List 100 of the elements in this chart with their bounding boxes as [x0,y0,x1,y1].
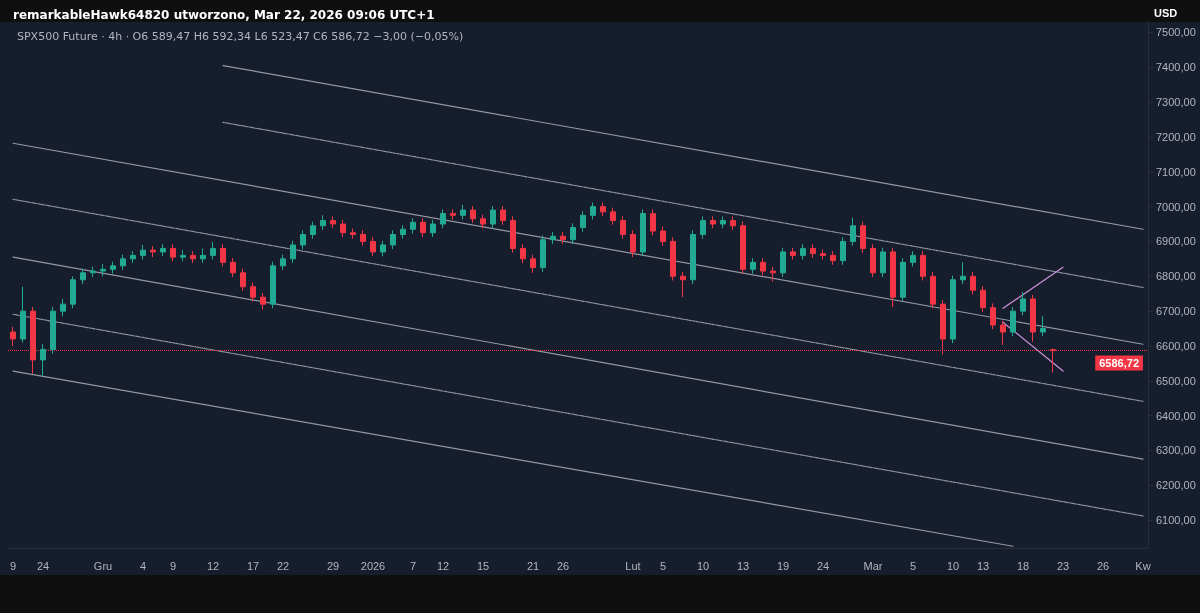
y-tick-label: 7500,00 [1156,26,1196,39]
y-tick-label: 7300,00 [1156,96,1196,109]
candlestick [740,221,746,274]
candlestick [110,261,116,274]
x-tick-label: 5 [909,559,917,572]
y-tick-label: 7200,00 [1156,130,1196,143]
candlestick [1010,306,1016,337]
y-tick-label: 7000,00 [1156,200,1196,213]
x-tick-label: 17 [246,559,260,572]
candlestick [790,247,796,261]
candlestick [290,240,296,264]
candlestick [560,231,566,245]
candlestick [550,231,556,245]
x-tick-label: 9 [9,559,17,572]
candlestick [260,292,266,310]
candlestick [320,214,326,231]
y-tick-label: 7400,00 [1156,61,1196,74]
candlestick [840,236,846,266]
candlestick [700,215,706,240]
candlestick [210,241,216,261]
x-tick-label: 21 [526,559,540,572]
candlestick [80,268,86,285]
candlestick [400,224,406,240]
candlestick [870,243,876,278]
candlestick [1040,315,1046,337]
candlestick [650,208,656,236]
candlestick [960,261,966,285]
candlestick [480,214,486,229]
candlestick [750,257,756,274]
x-tick-label: 24 [36,559,50,572]
candlestick [300,229,306,250]
candlestick [620,215,626,240]
candlestick [530,254,536,274]
candlestick [820,248,826,261]
candlestick [1030,294,1036,343]
y-tick-label: 6800,00 [1156,270,1196,283]
x-tick-label: 7 [409,559,417,572]
candlestick [240,268,246,292]
candlestick [160,243,166,257]
candlestick [270,261,276,309]
candlestick [760,257,766,276]
x-tick-label: 22 [276,559,290,572]
candlestick [340,219,346,238]
candlestick [710,215,716,229]
candlestick [720,215,726,229]
candlestick [200,247,206,264]
candlestick [970,271,976,295]
chart-title: remarkableHawk64820 utworzono, Mar 22, 2026 09:06 UTC+1 [13,8,435,22]
candlestick [590,201,596,221]
candlestick [460,204,466,221]
candlestick [450,208,456,221]
ref-line-label: 6586,72 [1099,357,1139,370]
x-tick-label: 18 [1016,559,1030,572]
candlestick [670,236,676,281]
x-tick-label: Lut [625,559,641,572]
candlestick [890,247,896,308]
candlestick [810,243,816,259]
candlestick [310,221,316,240]
candlestick [330,215,336,229]
y-tick-label: 7100,00 [1156,165,1196,178]
candlestick [630,229,636,258]
x-tick-label: 15 [476,559,490,572]
x-tick-label: 5 [659,559,667,572]
candlestick [950,275,956,344]
x-tick-label: 29 [326,559,340,572]
candlestick [860,221,866,254]
candlestick [610,207,616,226]
candlestick [520,243,526,264]
x-tick-label: 12 [436,559,450,572]
candlestick [980,285,986,313]
candlestick [280,254,286,271]
candlestick [830,250,836,266]
candlestick [100,263,106,277]
candlestick [120,254,126,271]
candlestick [900,257,906,302]
candlestick [420,217,426,238]
candlestick [50,306,56,355]
x-tick-label: 10 [696,559,710,572]
candlestick [150,245,156,258]
candlestick [920,250,926,281]
x-tick-label: 13 [976,559,990,572]
x-tick-label: 4 [139,559,147,572]
x-tick-label: Mar [863,559,883,572]
candlestick [600,201,606,217]
candlestick [780,247,786,278]
candlestick [10,326,16,347]
candlestick [230,257,236,278]
x-tick-label: 2026 [360,559,386,572]
x-tick-label: 26 [556,559,570,572]
candlestick [70,275,76,309]
candlestick [190,250,196,264]
candlestick [880,247,886,278]
candlestick [850,217,856,247]
candlestick [360,229,366,247]
y-tick-label: 6700,00 [1156,305,1196,318]
y-tick-label: 6300,00 [1156,444,1196,457]
text: SPX500 Future · 4h · O6 589,47 H6 592,34 L6 523,47 C6 586,72 −3,00 (−0,05%) [17,30,464,43]
candlestick [220,243,226,268]
y-tick-label: 6100,00 [1156,514,1196,527]
candlestick [90,266,96,278]
